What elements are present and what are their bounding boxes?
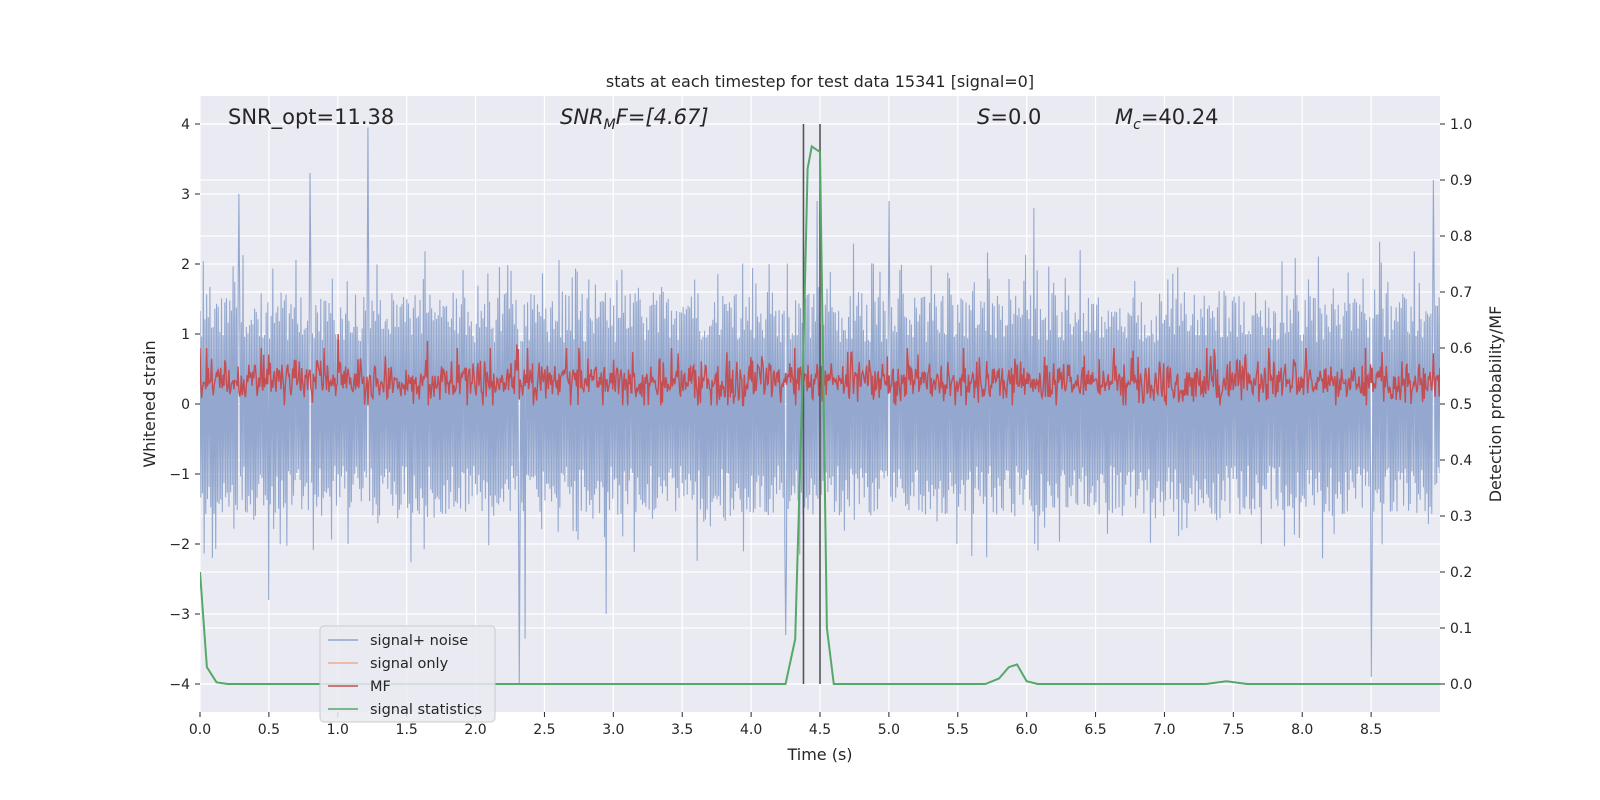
y-right-tick-label: 1.0 [1450, 117, 1472, 133]
y-axis-left-ticks: 4 3 2 1 0 −1 −2 −3 −4 [169, 117, 200, 693]
y-right-tick-label: 0.5 [1450, 397, 1472, 413]
y-left-tick-label: −4 [169, 677, 190, 693]
x-tick-label: 3.5 [671, 722, 693, 738]
x-tick-label: 1.5 [396, 722, 418, 738]
annotation-s-main: S [977, 105, 990, 129]
y-left-tick-label: 1 [181, 327, 190, 343]
legend-label-signal-only: signal only [370, 656, 449, 672]
annotation-s-rest: =0.0 [990, 105, 1041, 129]
y-left-tick-label: 0 [181, 397, 190, 413]
y-right-tick-label: 0.4 [1450, 453, 1472, 469]
annotation-mc-sub: c [1133, 117, 1141, 133]
annotation-snr-mf-main: SNR [560, 105, 604, 129]
x-tick-label: 8.5 [1360, 722, 1382, 738]
x-tick-label: 8.0 [1291, 722, 1313, 738]
y-right-tick-label: 0.6 [1450, 341, 1472, 357]
annotation-snr-mf-rest: F=[4.67] [616, 105, 709, 129]
x-tick-label: 5.5 [947, 722, 969, 738]
x-tick-label: 4.5 [809, 722, 831, 738]
legend-label-signal-noise: signal+ noise [370, 633, 468, 649]
y-axis-right-ticks: 1.0 0.9 0.8 0.7 0.6 0.5 0.4 0.3 0.2 0.1 0.0 [1440, 117, 1472, 693]
annotation-mc-rest: =40.24 [1141, 105, 1219, 129]
y-left-tick-label: 2 [181, 257, 190, 273]
y-axis-right-label: Detection probability/MF [1486, 306, 1505, 503]
y-right-tick-label: 0.3 [1450, 509, 1472, 525]
x-tick-label: 3.0 [602, 722, 624, 738]
legend: signal+ noise signal only MF signal stat… [319, 625, 496, 723]
y-right-tick-label: 0.9 [1450, 173, 1472, 189]
x-tick-label: 5.0 [878, 722, 900, 738]
annotation-snr-mf: SNRMF=[4.67] [560, 105, 709, 133]
y-left-tick-label: −1 [169, 467, 190, 483]
annotation-snr-mf-sub: M [604, 117, 616, 133]
x-axis-label: Time (s) [786, 745, 852, 764]
y-right-tick-label: 0.0 [1450, 677, 1472, 693]
y-right-tick-label: 0.7 [1450, 285, 1472, 301]
x-tick-label: 6.0 [1016, 722, 1038, 738]
x-tick-label: 4.0 [740, 722, 762, 738]
y-left-tick-label: 4 [181, 117, 190, 133]
x-tick-label: 7.5 [1222, 722, 1244, 738]
legend-label-signal-statistics: signal statistics [370, 702, 482, 718]
y-left-tick-label: −2 [169, 537, 190, 553]
annotation-snr-opt: SNR_opt=11.38 [228, 105, 394, 130]
x-tick-label: 2.0 [464, 722, 486, 738]
annotation-mc-main: M [1115, 105, 1133, 129]
annotation-s: S=0.0 [977, 105, 1041, 129]
legend-label-mf: MF [370, 679, 391, 695]
y-right-tick-label: 0.8 [1450, 229, 1472, 245]
x-tick-label: 6.5 [1084, 722, 1106, 738]
x-tick-label: 2.5 [533, 722, 555, 738]
x-tick-label: 0.0 [189, 722, 211, 738]
y-left-tick-label: 3 [181, 187, 190, 203]
y-left-tick-label: −3 [169, 607, 190, 623]
x-tick-label: 7.0 [1153, 722, 1175, 738]
legend-box [319, 625, 496, 723]
x-tick-label: 1.0 [327, 722, 349, 738]
y-axis-left-label: Whitened strain [140, 340, 159, 467]
annotation-mc: Mc=40.24 [1115, 105, 1219, 133]
chart-title: stats at each timestep for test data 153… [606, 72, 1034, 91]
y-right-tick-label: 0.1 [1450, 621, 1472, 637]
y-right-tick-label: 0.2 [1450, 565, 1472, 581]
x-axis-ticks: 0.0 0.5 1.0 1.5 2.0 2.5 3.0 3.5 4.0 4.5 5.0 5.5 6.0 6… [189, 712, 1382, 738]
x-tick-label: 0.5 [258, 722, 280, 738]
